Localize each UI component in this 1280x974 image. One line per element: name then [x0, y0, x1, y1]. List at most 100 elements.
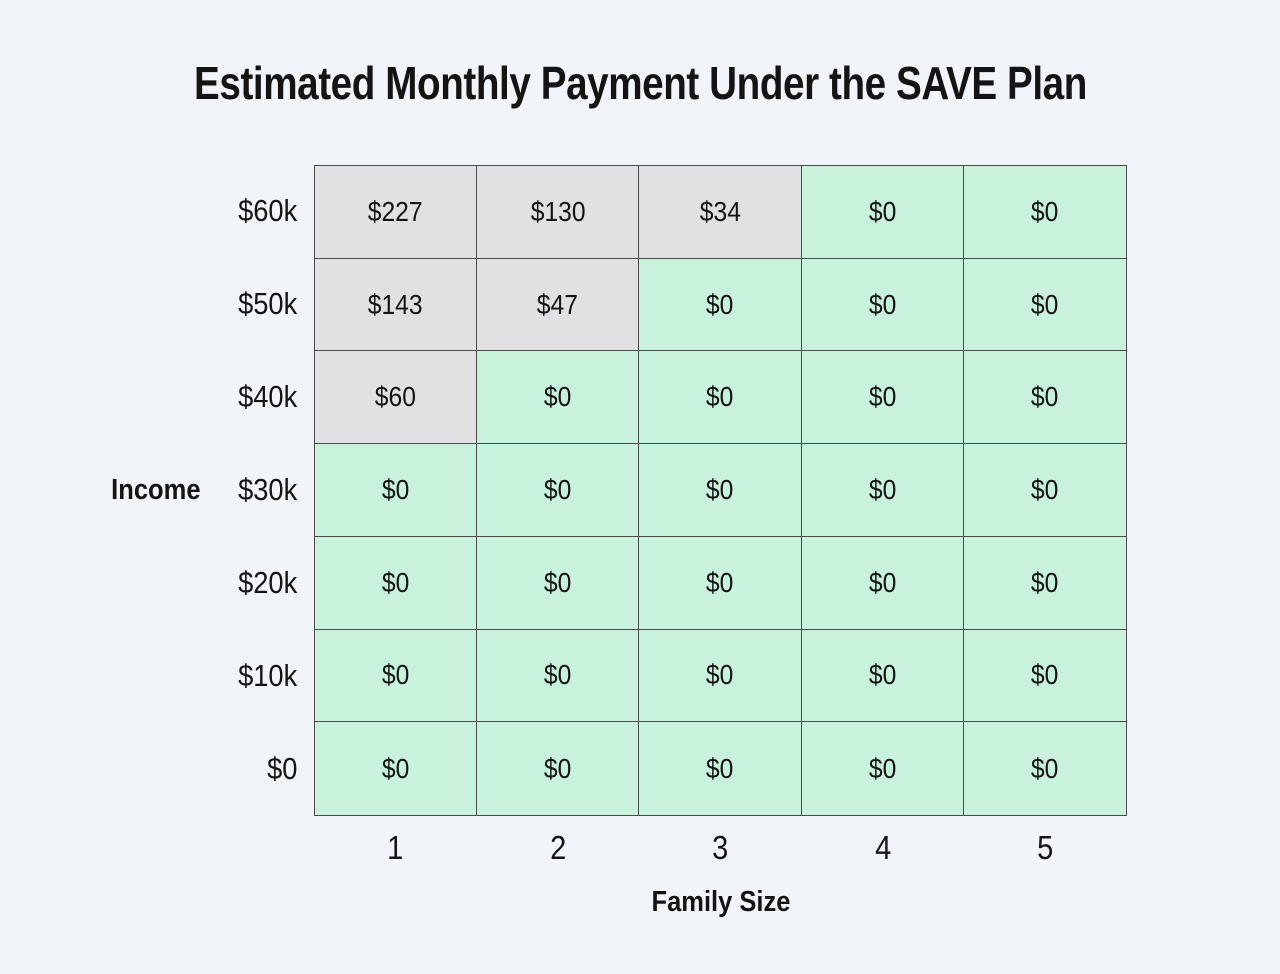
cell-value: $0 — [381, 566, 410, 598]
heatmap-cell: $143 — [315, 258, 478, 352]
cell-value: $60 — [375, 381, 417, 413]
cell-value: $0 — [868, 381, 896, 413]
heatmap-cell: $60 — [315, 351, 478, 445]
heatmap-cell: $0 — [477, 351, 640, 445]
cell-value: $0 — [1031, 566, 1059, 598]
heatmap-cell: $0 — [963, 722, 1126, 815]
heatmap-cell: $0 — [801, 351, 964, 445]
heatmap-cell: $0 — [315, 444, 478, 537]
heatmap-cell: $0 — [801, 166, 964, 259]
cell-value: $0 — [1031, 752, 1059, 784]
cell-value: $0 — [1031, 195, 1059, 227]
x-tick-text: 1 — [387, 829, 404, 866]
cell-value: $0 — [544, 566, 572, 598]
cell-value: $0 — [706, 566, 734, 598]
cell-value: $130 — [530, 195, 586, 227]
cell-value: $0 — [706, 659, 734, 691]
x-tick-text: 4 — [874, 829, 892, 866]
heatmap-cell: $227 — [315, 166, 478, 259]
heatmap-cell: $0 — [801, 536, 964, 630]
cell-value: $0 — [381, 473, 410, 505]
cell-value: $0 — [868, 473, 896, 505]
x-tick-label: 2 — [477, 824, 640, 872]
heatmap-cell: $0 — [801, 444, 964, 537]
y-tick-label: $60k — [0, 165, 297, 258]
heatmap-cell: $0 — [639, 258, 802, 352]
y-tick-label: $50k — [0, 258, 297, 351]
heatmap-grid: $227 $130 $34 $0 $0 $143 $47 $0 $0 $0 $6… — [314, 165, 1127, 816]
x-axis-tick-labels: 1 2 3 4 5 — [314, 824, 1127, 872]
heatmap-cell: $0 — [477, 536, 640, 630]
heatmap-cell: $0 — [315, 629, 478, 723]
x-axis-label: Family Size — [314, 886, 1127, 919]
y-axis-label: Income — [0, 165, 201, 815]
chart-title: Estimated Monthly Payment Under the SAVE… — [0, 56, 1280, 110]
y-tick-label: $0 — [0, 722, 297, 815]
y-axis-label-text: Income — [111, 473, 201, 506]
heatmap-cell: $0 — [315, 536, 478, 630]
heatmap-cell: $0 — [801, 629, 964, 723]
heatmap-cell: $0 — [477, 629, 640, 723]
cell-value: $0 — [868, 659, 896, 691]
cell-value: $0 — [1031, 288, 1059, 320]
heatmap-cell: $130 — [477, 166, 640, 259]
x-tick-label: 4 — [802, 824, 965, 872]
heatmap-cell: $0 — [639, 444, 802, 537]
x-tick-text: 3 — [712, 829, 729, 866]
x-tick-text: 2 — [549, 829, 566, 866]
cell-value: $0 — [868, 752, 896, 784]
cell-value: $0 — [381, 752, 410, 784]
y-tick-label: $20k — [0, 536, 297, 629]
heatmap-cell: $0 — [801, 258, 964, 352]
cell-value: $0 — [706, 473, 734, 505]
y-tick-text: $10k — [237, 657, 297, 693]
y-axis-tick-labels: $60k $50k $40k $30k $20k $10k $0 — [0, 165, 297, 815]
heatmap-cell: $0 — [801, 722, 964, 815]
heatmap-cell: $47 — [477, 258, 640, 352]
y-tick-text: $60k — [237, 193, 297, 229]
cell-value: $0 — [381, 659, 410, 691]
heatmap-cell: $0 — [477, 444, 640, 537]
y-tick-label: $10k — [0, 629, 297, 722]
cell-value: $34 — [699, 195, 741, 227]
cell-value: $0 — [544, 659, 572, 691]
heatmap-cell: $0 — [477, 722, 640, 815]
y-tick-text: $0 — [266, 750, 297, 786]
heatmap-cell: $0 — [639, 629, 802, 723]
heatmap-cell: $0 — [963, 351, 1126, 445]
chart-title-text: Estimated Monthly Payment Under the SAVE… — [193, 57, 1087, 109]
heatmap-cell: $0 — [639, 722, 802, 815]
cell-value: $0 — [868, 195, 896, 227]
cell-value: $0 — [706, 752, 734, 784]
x-tick-text: 5 — [1037, 829, 1054, 866]
heatmap-cell: $0 — [639, 536, 802, 630]
heatmap-cell: $0 — [963, 258, 1126, 352]
x-axis-label-text: Family Size — [650, 886, 791, 918]
heatmap-cell: $0 — [315, 722, 478, 815]
cell-value: $0 — [544, 752, 572, 784]
heatmap-cell: $0 — [963, 166, 1126, 259]
cell-value: $143 — [368, 288, 423, 320]
y-tick-text: $30k — [237, 472, 297, 507]
cell-value: $0 — [868, 288, 896, 320]
cell-value: $0 — [1031, 659, 1059, 691]
heatmap-cell: $0 — [963, 536, 1126, 630]
y-tick-label: $40k — [0, 351, 297, 444]
cell-value: $0 — [544, 381, 572, 413]
y-tick-label: $30k — [0, 444, 297, 537]
cell-value: $0 — [706, 381, 734, 413]
cell-value: $0 — [1031, 381, 1059, 413]
heatmap-cell: $0 — [963, 629, 1126, 723]
cell-value: $227 — [368, 195, 423, 227]
y-tick-text: $20k — [237, 564, 297, 600]
y-tick-text: $50k — [237, 286, 297, 322]
heatmap-cell: $34 — [639, 166, 802, 259]
x-tick-label: 5 — [964, 824, 1127, 872]
x-tick-label: 3 — [639, 824, 802, 872]
x-tick-label: 1 — [314, 824, 477, 872]
cell-value: $0 — [544, 473, 572, 505]
cell-value: $0 — [868, 566, 896, 598]
heatmap-cell: $0 — [639, 351, 802, 445]
heatmap-cell: $0 — [963, 444, 1126, 537]
